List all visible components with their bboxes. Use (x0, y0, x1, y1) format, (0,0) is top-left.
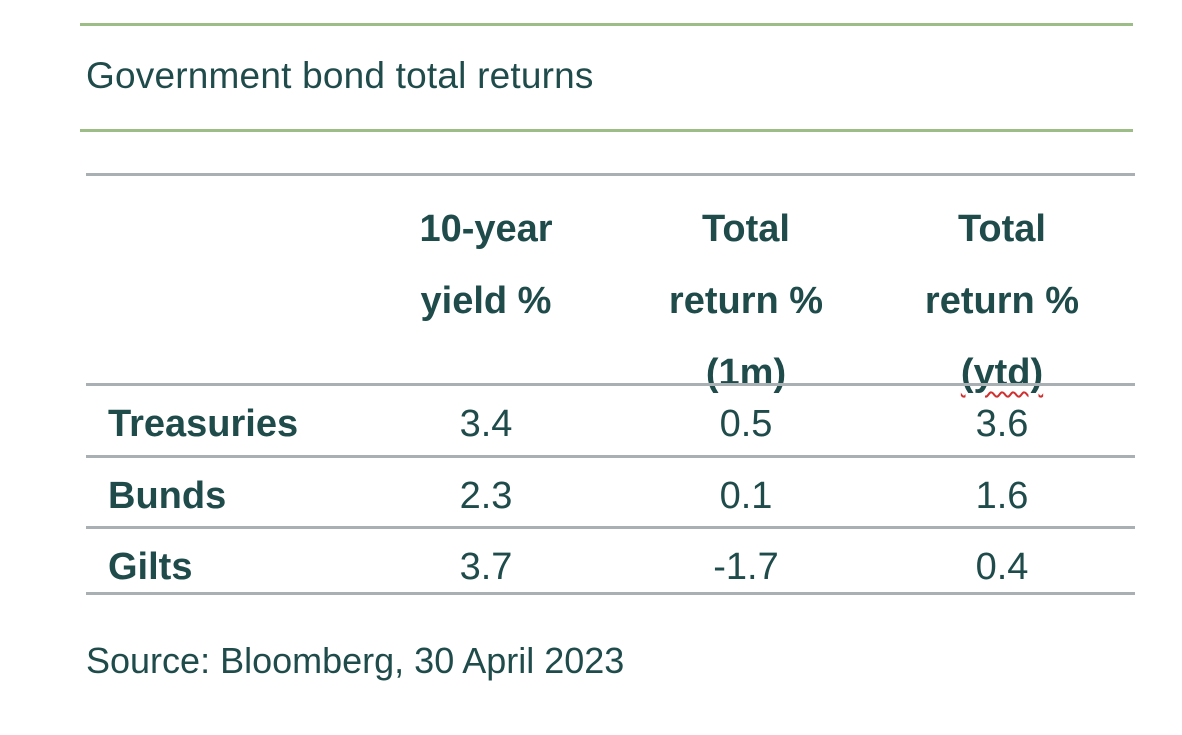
column-header-return-1m: Total return % (1m) (646, 193, 846, 409)
title-rule (80, 129, 1133, 132)
table-title: Government bond total returns (86, 55, 594, 96)
table-cell: 0.5 (719, 403, 773, 445)
column-header-line: Total (702, 208, 790, 250)
table-cell: 1.6 (975, 475, 1029, 517)
source-note: Source: Bloomberg, 30 April 2023 (86, 640, 625, 681)
table-row: Treasuries 3.4 0.5 3.6 (86, 389, 1135, 458)
header-bottom-rule (86, 383, 1135, 386)
column-header-line: (1m) (705, 352, 787, 394)
table-row: Gilts 3.7 -1.7 0.4 (86, 532, 1135, 601)
table-cell: 3.4 (459, 403, 513, 445)
table-cell: 0.4 (975, 546, 1029, 588)
column-header-return-ytd: Total return % (ytd) (902, 193, 1102, 409)
column-header-line: return % (668, 280, 824, 322)
header-top-rule (86, 173, 1135, 176)
table-row: Bunds 2.3 0.1 1.6 (86, 461, 1135, 530)
table-cell: 0.1 (719, 475, 773, 517)
column-header-line: yield % (420, 280, 552, 322)
column-header-line: return % (924, 280, 1080, 322)
column-header-line: (ytd) (902, 337, 1102, 409)
top-rule (80, 23, 1133, 26)
table-cell: -1.7 (713, 546, 779, 588)
table-cell: 3.6 (975, 403, 1029, 445)
column-header-line: 10-year (419, 208, 553, 250)
row-label: Treasuries (108, 403, 299, 445)
row-divider (86, 526, 1135, 529)
table-cell: 2.3 (459, 475, 513, 517)
column-header-line: Total (958, 208, 1046, 250)
row-label: Bunds (108, 475, 227, 517)
spellcheck-underlined-text: (ytd) (960, 352, 1044, 394)
table-bottom-rule (86, 592, 1135, 595)
row-label: Gilts (108, 546, 193, 588)
table-cell: 3.7 (459, 546, 513, 588)
column-header-yield: 10-year yield % (386, 193, 586, 337)
row-divider (86, 455, 1135, 458)
